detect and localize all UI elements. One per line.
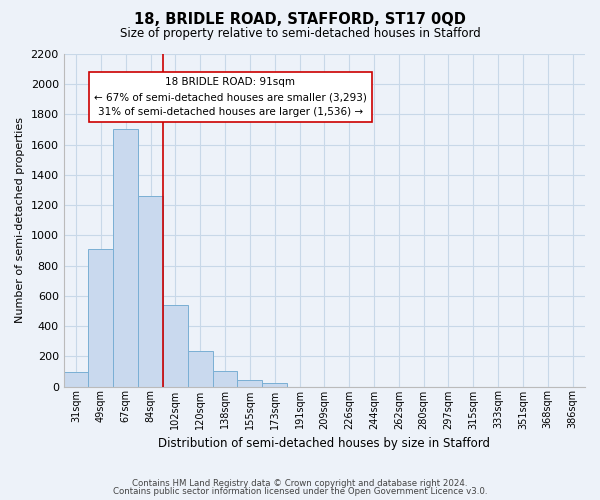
Text: Contains public sector information licensed under the Open Government Licence v3: Contains public sector information licen…: [113, 487, 487, 496]
Bar: [262, 384, 287, 386]
Y-axis label: Number of semi-detached properties: Number of semi-detached properties: [15, 118, 25, 324]
Bar: [113, 128, 138, 386]
Bar: [88, 248, 113, 386]
Bar: [138, 196, 163, 386]
Bar: [64, 372, 88, 386]
Bar: [212, 371, 238, 386]
X-axis label: Distribution of semi-detached houses by size in Stafford: Distribution of semi-detached houses by …: [158, 437, 490, 450]
Bar: [238, 380, 262, 386]
Bar: [163, 304, 188, 386]
Text: Size of property relative to semi-detached houses in Stafford: Size of property relative to semi-detach…: [119, 28, 481, 40]
Text: 18 BRIDLE ROAD: 91sqm
← 67% of semi-detached houses are smaller (3,293)
31% of s: 18 BRIDLE ROAD: 91sqm ← 67% of semi-deta…: [94, 78, 367, 117]
Text: Contains HM Land Registry data © Crown copyright and database right 2024.: Contains HM Land Registry data © Crown c…: [132, 478, 468, 488]
Bar: [188, 352, 212, 386]
Text: 18, BRIDLE ROAD, STAFFORD, ST17 0QD: 18, BRIDLE ROAD, STAFFORD, ST17 0QD: [134, 12, 466, 28]
